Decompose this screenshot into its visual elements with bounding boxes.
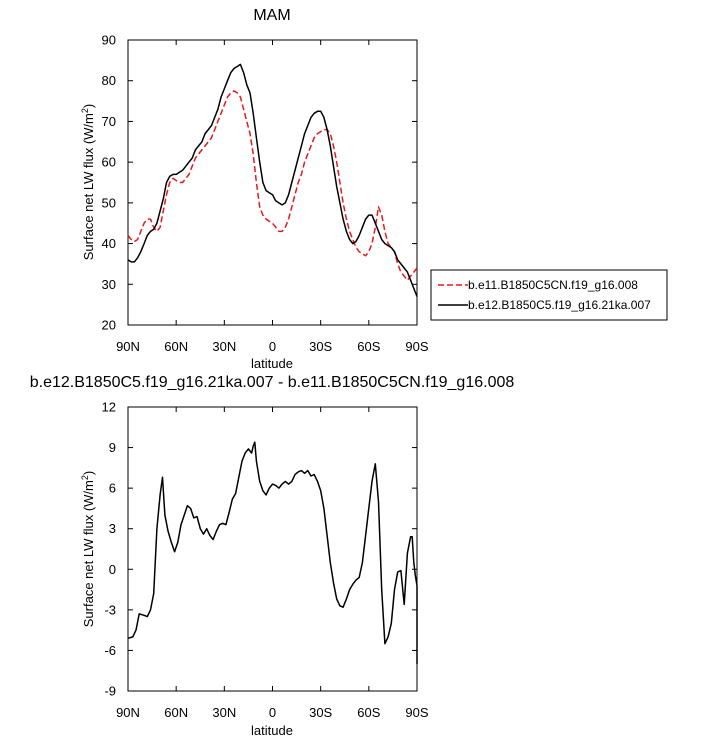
x-tick-label: 60S [357, 339, 380, 354]
x-tick-label: 60N [164, 339, 188, 354]
top-panel: MAM 20 30 40 50 60 70 80 90 90N 60N 30N 0 30S 60S 90S… [80, 7, 668, 371]
bottom-y-axis-label-sup: 2 [80, 475, 90, 480]
bottom-chart-title: b.e12.B1850C5.f19_g16.21ka.007 - b.e11.B… [30, 374, 515, 391]
x-tick-label: 30S [309, 339, 332, 354]
x-tick-label: 90N [116, 339, 140, 354]
y-tick-label: 40 [102, 236, 116, 251]
x-tick-label: 60S [357, 705, 380, 720]
top-y-ticks: 20 30 40 50 60 70 80 90 [102, 33, 417, 333]
y-tick-label: -6 [104, 643, 116, 658]
top-y-axis-label: Surface net LW flux (W/m2) [80, 104, 96, 261]
top-plot-frame [127, 39, 418, 326]
x-tick-label: 60N [164, 705, 188, 720]
top-series-lines [127, 63, 418, 297]
y-tick-label: -3 [104, 602, 116, 617]
bottom-y-axis-label-close: ) [81, 471, 96, 475]
y-tick-label: 70 [102, 114, 116, 129]
x-tick-label: 0 [269, 339, 276, 354]
bottom-y-ticks: -9 -6 -3 0 3 6 9 12 [102, 400, 417, 699]
top-x-ticks: 90N 60N 30N 0 30S 60S 90S [116, 40, 429, 354]
bottom-x-ticks: 90N 60N 30N 0 30S 60S 90S [116, 407, 429, 720]
y-tick-label: 6 [109, 481, 116, 496]
series-line-0 [127, 441, 418, 664]
y-tick-label: 9 [109, 440, 116, 455]
bottom-x-axis-label: latitude [251, 723, 293, 738]
y-tick-label: 50 [102, 195, 116, 210]
x-tick-label: 90S [405, 705, 428, 720]
top-y-axis-label-close: ) [81, 104, 96, 108]
x-tick-label: 30S [309, 705, 332, 720]
series-line-0 [127, 90, 418, 281]
y-tick-label: 30 [102, 277, 116, 292]
legend: b.e11.B1850C5CN.f19_g16.008 b.e12.B1850C… [430, 269, 668, 321]
y-tick-label: 12 [102, 400, 116, 415]
x-tick-label: 30N [212, 705, 236, 720]
bottom-series-lines [127, 441, 418, 664]
x-tick-label: 30N [212, 339, 236, 354]
top-y-axis-label-sup: 2 [80, 108, 90, 113]
x-tick-label: 90S [405, 339, 428, 354]
y-tick-label: -9 [104, 684, 116, 699]
legend-label-0: b.e11.B1850C5CN.f19_g16.008 [468, 278, 638, 292]
bottom-y-axis-label-main: Surface net LW flux (W/m [81, 480, 96, 627]
y-tick-label: 20 [102, 318, 116, 333]
bottom-y-axis-label: Surface net LW flux (W/m2) [80, 471, 96, 628]
series-line-1 [127, 63, 418, 297]
y-tick-label: 0 [109, 562, 116, 577]
y-tick-label: 3 [109, 521, 116, 536]
legend-box [430, 269, 668, 321]
top-x-axis-label: latitude [251, 356, 293, 371]
legend-label-1: b.e12.B1850C5.f19_g16.21ka.007 [468, 298, 651, 312]
x-tick-label: 0 [269, 705, 276, 720]
bottom-plot-frame [127, 406, 418, 692]
y-tick-label: 80 [102, 73, 116, 88]
y-tick-label: 90 [102, 33, 116, 48]
bottom-panel: b.e12.B1850C5.f19_g16.21ka.007 - b.e11.B… [30, 374, 515, 738]
top-chart-title: MAM [253, 7, 290, 24]
top-y-axis-label-main: Surface net LW flux (W/m [81, 113, 96, 260]
x-tick-label: 90N [116, 705, 140, 720]
y-tick-label: 60 [102, 155, 116, 170]
